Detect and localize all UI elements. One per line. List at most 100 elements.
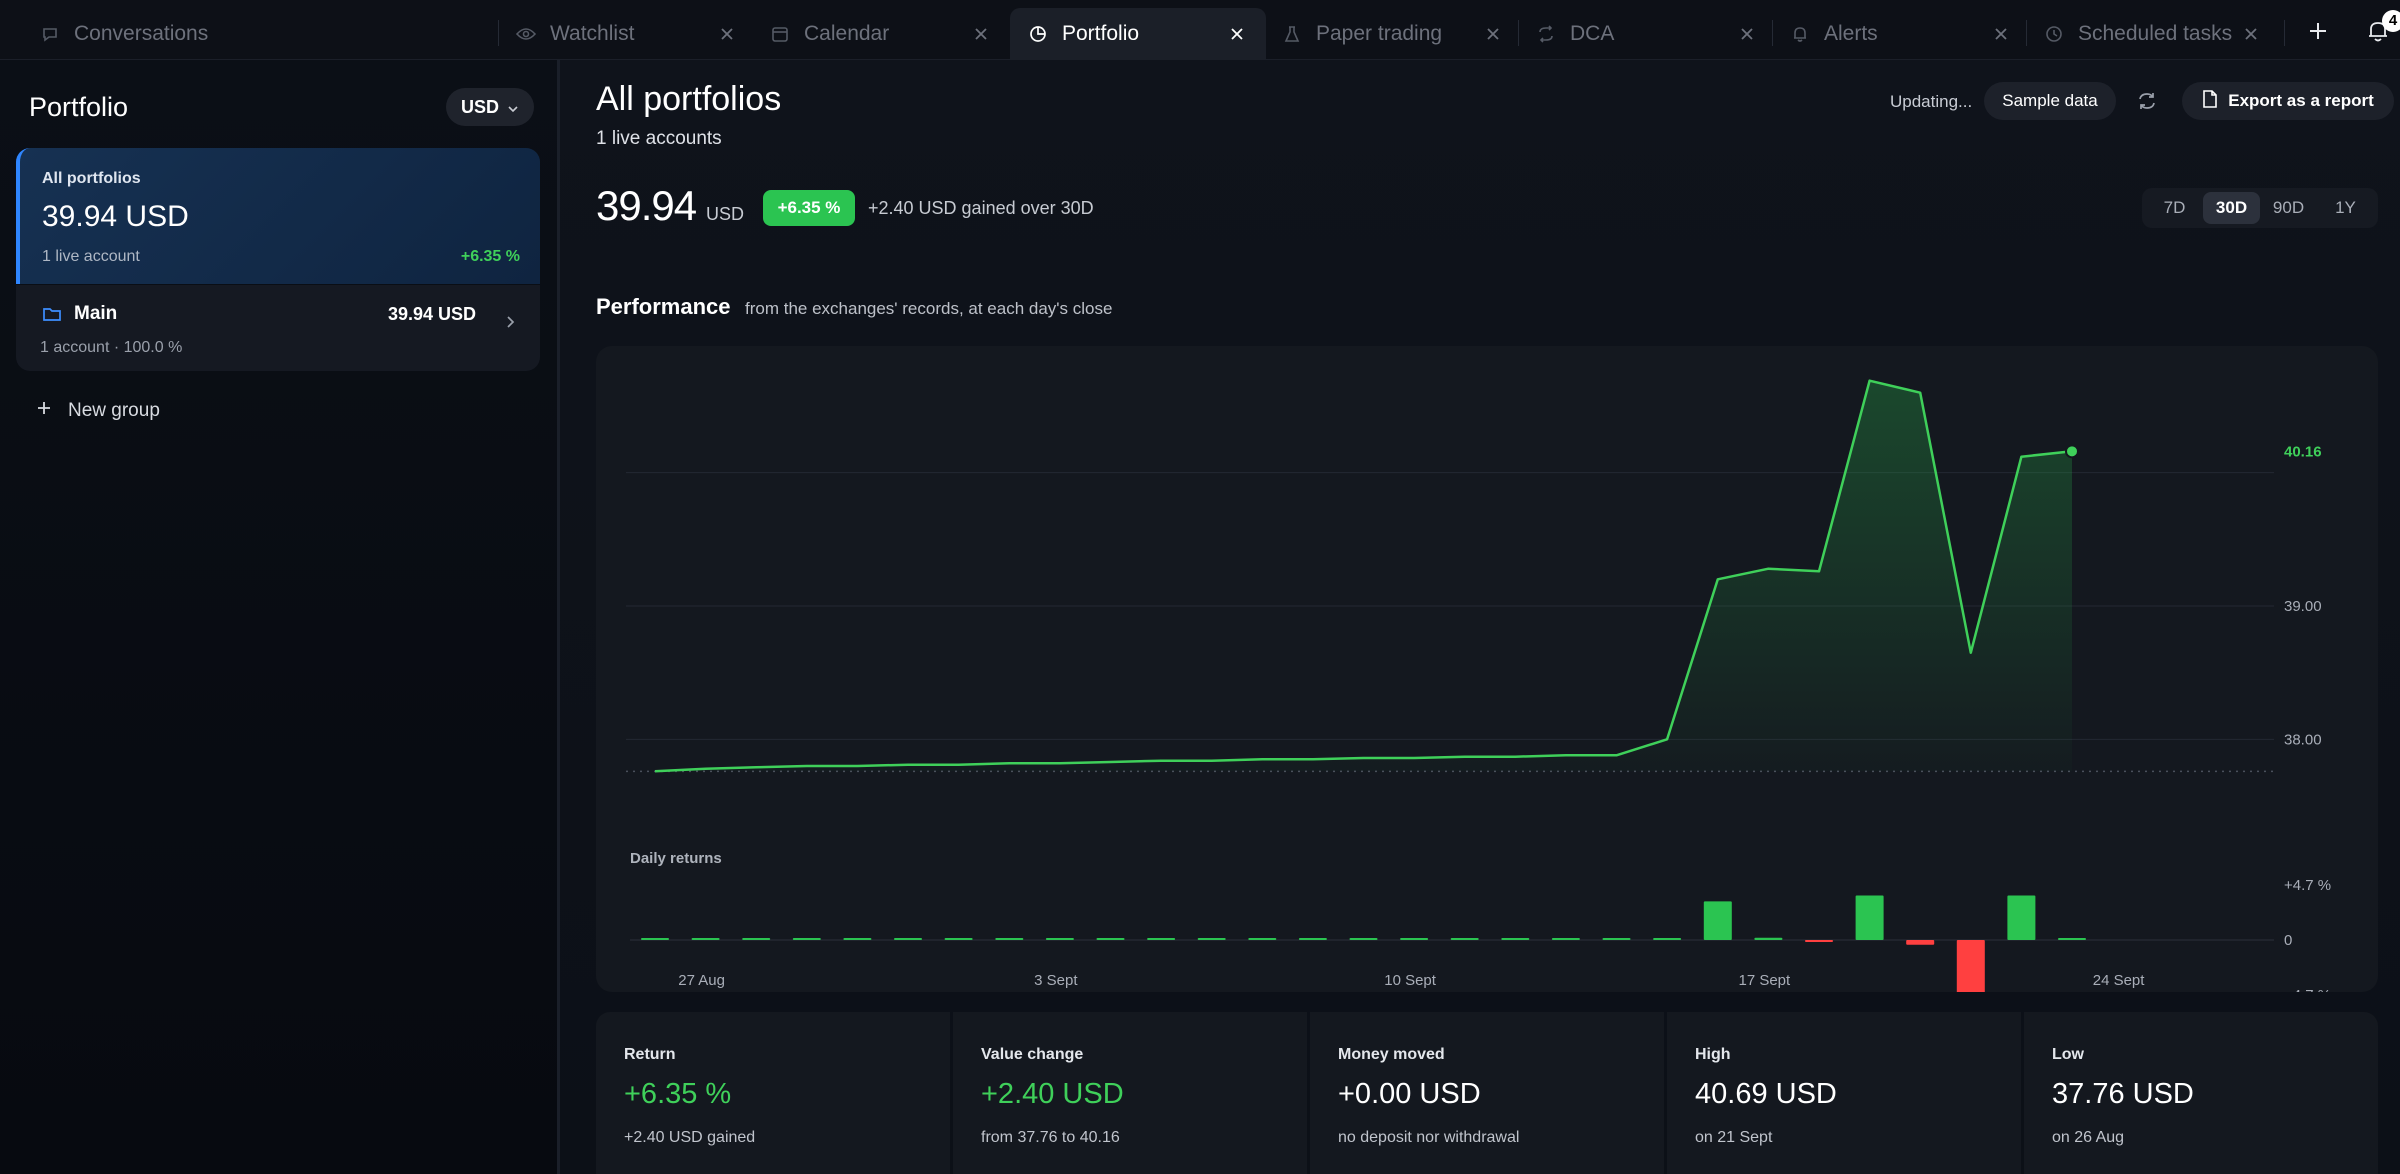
chevron-down-icon (507, 97, 519, 118)
tab-separator (1772, 20, 1773, 46)
all-portfolios-label: All portfolios (42, 170, 141, 187)
tab-separator (1518, 20, 1519, 46)
repeat-icon (1536, 24, 1556, 44)
portfolio-group-main[interactable]: Main 39.94 USD 1 account · 100.0 % (16, 285, 540, 371)
close-icon[interactable] (1228, 25, 1246, 43)
tab-label: Scheduled tasks (2078, 22, 2233, 45)
performance-chart: 40.16 38.00 39.00 Daily returns +4.7 % 0 −4.7 … (626, 379, 2331, 992)
tab-dca[interactable]: DCA (1536, 8, 1776, 60)
daily-return-bar (1501, 938, 1530, 940)
sidebar-divider[interactable] (557, 60, 560, 1174)
range-1y-button[interactable]: 1Y (2335, 198, 2356, 217)
tab-label: Calendar (804, 22, 890, 45)
bar-y-tick-label: 0 (2284, 932, 2292, 949)
tab-alerts[interactable]: Alerts (1790, 8, 2030, 60)
gained-summary: +2.40 USD gained over 30D (868, 198, 1094, 218)
stat-label: Return (624, 1046, 676, 1063)
new-tab-plus-icon[interactable] (2305, 18, 2331, 44)
daily-return-bar (1298, 938, 1327, 940)
daily-return-bar (1602, 938, 1631, 940)
updating-status: Updating... (1890, 92, 1973, 111)
daily-return-bar (1450, 938, 1479, 940)
close-icon[interactable] (2242, 25, 2260, 43)
tab-paper-trading[interactable]: Paper trading (1282, 8, 1522, 60)
last-value-dot (2065, 444, 2079, 459)
daily-return-bar (2007, 895, 2036, 940)
all-portfolios-sub: 1 live account (42, 248, 140, 265)
stat-value: +2.40 USD (981, 1078, 1124, 1110)
daily-return-bar (1349, 938, 1378, 940)
stat-sub: +2.40 USD gained (624, 1129, 756, 1146)
performance-subtitle: from the exchanges' records, at each day… (745, 299, 1113, 318)
daily-return-bar (894, 938, 922, 940)
bar-y-tick-label: −4.7 % (2284, 987, 2331, 992)
tab-label: Paper trading (1316, 22, 1443, 45)
tab-portfolio[interactable]: Portfolio (1010, 8, 1266, 60)
daily-return-bar (1551, 938, 1580, 940)
stat-sub: on 26 Aug (2052, 1129, 2125, 1146)
performance-chart-panel: 40.16 38.00 39.00 Daily returns +4.7 % 0 −4.7 … (596, 346, 2378, 992)
sidebar-title: Portfolio (29, 92, 129, 122)
tab-label: Conversations (74, 22, 209, 45)
daily-return-bar (1197, 938, 1226, 940)
stat-sub: on 21 Sept (1695, 1129, 1773, 1146)
stat-value: +0.00 USD (1338, 1078, 1481, 1110)
range-7d-button[interactable]: 7D (2163, 198, 2186, 217)
daily-return-bar (1754, 937, 1783, 940)
stat-value: 37.76 USD (2052, 1078, 2194, 1110)
stat-label: Value change (981, 1046, 1084, 1063)
stat-card-return: Return +6.35 % +2.40 USD gained (596, 1012, 950, 1174)
daily-return-bar (1906, 940, 1935, 945)
performance-area-fill (655, 380, 2072, 772)
calendar-icon (770, 24, 790, 44)
sidebar: Portfolio USD All portfolios 39.94 USD 1… (0, 60, 560, 1174)
currency-dropdown[interactable]: USD (446, 88, 534, 126)
daily-return-bar (1653, 938, 1682, 940)
export-label: Export as a report (2228, 91, 2374, 110)
export-report-button[interactable]: Export as a report (2182, 82, 2394, 120)
main-panel: All portfolios 1 live accounts Updating.… (560, 60, 2400, 1174)
daily-return-bar (1400, 938, 1429, 940)
daily-return-bar (1045, 938, 1074, 940)
close-icon[interactable] (718, 25, 736, 43)
close-icon[interactable] (1484, 25, 1502, 43)
tab-separator (498, 20, 499, 46)
new-group-button[interactable]: New group (36, 400, 160, 422)
y-tick-label: 38.00 (2284, 731, 2322, 748)
new-group-label: New group (68, 400, 160, 421)
bar-y-tick-label: +4.7 % (2284, 877, 2331, 894)
tab-label: DCA (1570, 22, 1615, 45)
daily-return-bar (1805, 940, 1833, 942)
refresh-icon[interactable] (2134, 88, 2160, 114)
tab-watchlist[interactable]: Watchlist (516, 8, 756, 60)
tab-calendar[interactable]: Calendar (770, 8, 1010, 60)
stat-card-value-change: Value change +2.40 USD from 37.76 to 40.… (953, 1012, 1307, 1174)
currency-label: USD (460, 96, 499, 117)
time-range-selector: 7D 30D 90D 1Y (2142, 188, 2378, 228)
daily-return-bar (691, 938, 720, 940)
group-sub: 1 account · 100.0 % (40, 339, 183, 356)
sample-data-button[interactable]: Sample data (1984, 82, 2116, 120)
flask-icon (1282, 24, 1302, 44)
portfolio-total-value: 39.94 (596, 182, 697, 229)
daily-return-bar (1855, 895, 1884, 940)
x-tick-label: 10 Sept (1384, 972, 1437, 989)
all-portfolios-card[interactable]: All portfolios 39.94 USD 1 live account … (16, 148, 540, 284)
stat-label: Money moved (1338, 1046, 1445, 1063)
range-30d-button[interactable]: 30D (2203, 192, 2260, 224)
daily-return-bar (1147, 938, 1176, 940)
close-icon[interactable] (1738, 25, 1756, 43)
stat-card-money-moved: Money moved +0.00 USD no deposit nor wit… (1310, 1012, 1664, 1174)
pie-chart-icon (1028, 24, 1048, 44)
tab-scheduled-tasks[interactable]: Scheduled tasks (2044, 8, 2284, 60)
all-portfolios-value: 39.94 USD (42, 200, 189, 233)
close-icon[interactable] (972, 25, 990, 43)
range-90d-button[interactable]: 90D (2272, 198, 2305, 217)
tab-label: Watchlist (550, 22, 635, 45)
close-icon[interactable] (1992, 25, 2010, 43)
tab-conversations[interactable]: Conversations (40, 8, 500, 60)
document-icon (2202, 89, 2218, 114)
portfolio-total-unit: USD (706, 204, 745, 224)
y-tick-label: 39.00 (2284, 598, 2322, 615)
x-tick-label: 27 Aug (678, 972, 725, 989)
